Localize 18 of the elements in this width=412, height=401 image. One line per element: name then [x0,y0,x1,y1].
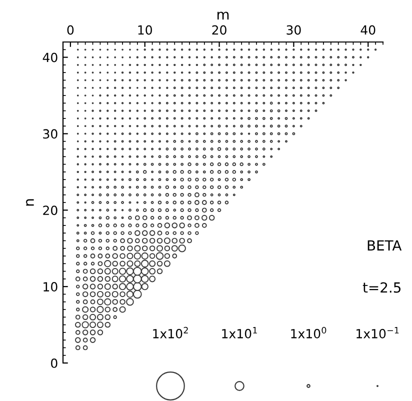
legend-label: 1x10$^{1}$ [222,327,257,338]
x-axis-title: m [217,12,229,20]
annotation: BETA [368,240,402,250]
x-tick-label: 30 [286,25,301,35]
legend-label: 1x10$^{2}$ [153,326,188,338]
annotation: t=2.5 [362,282,400,293]
legend-label: 1x10$^{−1}$ [356,327,399,338]
y-tick-label: 10 [44,282,58,292]
x-tick-label: 20 [212,25,226,35]
x-tick-label: 40 [360,25,376,35]
x-tick-label: 0 [67,25,74,35]
legend-label: 1x10$^{0}$ [291,326,326,338]
y-tick-label: 30 [43,129,58,139]
y-tick-label: 40 [42,52,58,62]
y-tick-label: 0 [51,358,58,368]
y-axis-title: n [26,199,34,206]
x-tick-label: 10 [138,25,152,35]
y-tick-label: 20 [43,206,58,216]
